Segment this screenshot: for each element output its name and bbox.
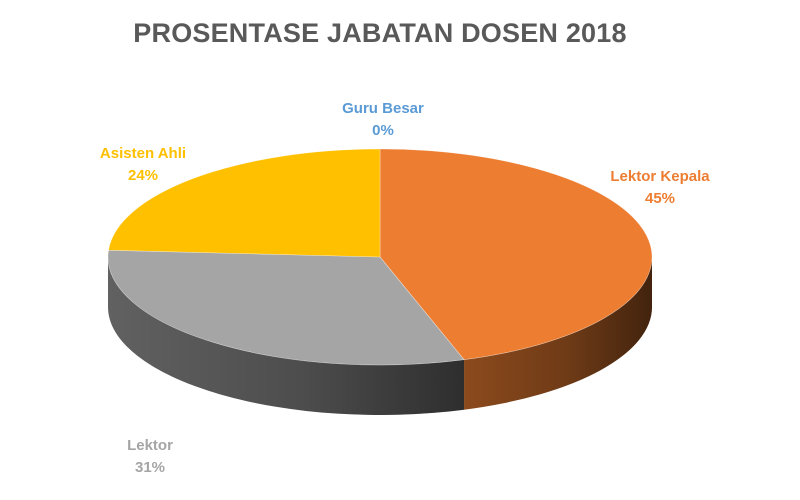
slice-side-shade	[108, 257, 465, 415]
slice-side-shade	[464, 257, 652, 410]
slice-value-asisten-ahli: 24%	[128, 167, 158, 184]
slice-value-guru-besar: 0%	[372, 122, 394, 139]
chart-title: PROSENTASE JABATAN DOSEN 2018	[133, 18, 627, 48]
pie-side-layer	[108, 257, 652, 415]
slice-lektor	[107, 249, 465, 366]
slice-label-lektor: Lektor	[127, 437, 173, 454]
slice-lektor-kepala	[379, 148, 653, 361]
slice-value-lektor-kepala: 45%	[645, 190, 675, 207]
slice-label-lektor-kepala: Lektor Kepala	[610, 168, 710, 185]
pie-top-layer	[107, 148, 653, 366]
slice-value-lektor: 31%	[135, 459, 165, 476]
slice-asisten-ahli	[108, 148, 381, 258]
slice-label-guru-besar: Guru Besar	[342, 100, 424, 117]
slice-labels: Guru Besar 0% Lektor Kepala 45% Lektor 31% Asi…	[100, 100, 710, 476]
slice-label-asisten-ahli: Asisten Ahli	[100, 145, 186, 162]
